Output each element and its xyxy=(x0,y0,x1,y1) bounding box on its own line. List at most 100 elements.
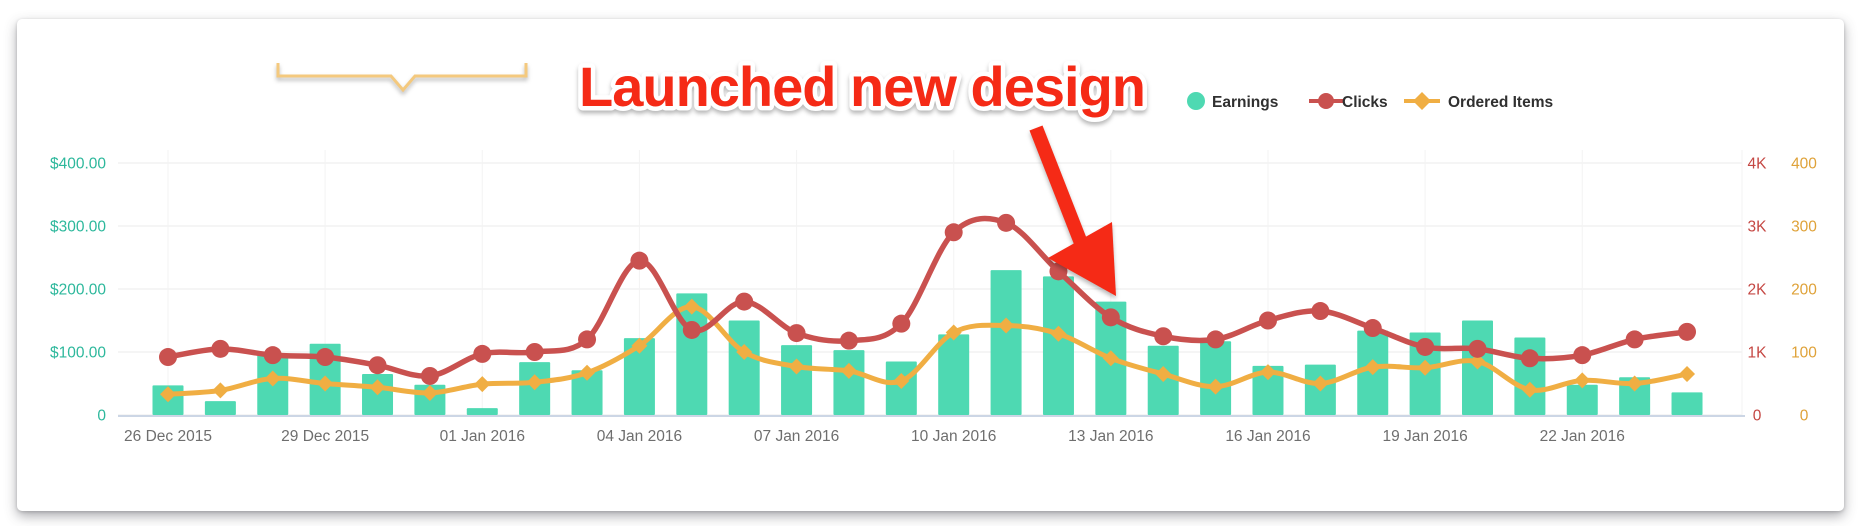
clicks-point[interactable] xyxy=(211,339,230,358)
legend-label-ordered-items: Ordered Items xyxy=(1448,94,1553,111)
ordered-items-point[interactable] xyxy=(264,370,281,387)
clicks-point[interactable] xyxy=(682,320,701,339)
earnings-bar[interactable] xyxy=(623,338,655,415)
clicks-point[interactable] xyxy=(420,366,439,385)
clicks-point[interactable] xyxy=(1101,308,1120,327)
left-axis-label: 0 xyxy=(97,408,106,425)
x-axis-label: 13 Jan 2016 xyxy=(1068,428,1153,445)
x-axis-label: 04 Jan 2016 xyxy=(597,428,682,445)
clicks-point[interactable] xyxy=(839,331,858,350)
earnings-bar[interactable] xyxy=(1200,341,1232,415)
clicks-point[interactable] xyxy=(1049,262,1068,281)
ordered-items-point[interactable] xyxy=(1050,325,1067,342)
legend-item-clicks[interactable]: Clicks xyxy=(1309,93,1388,111)
legend-label-earnings: Earnings xyxy=(1212,94,1278,111)
ordered-items-point[interactable] xyxy=(1312,375,1329,392)
ordered-items-point[interactable] xyxy=(160,386,176,403)
clicks-point[interactable] xyxy=(159,348,177,367)
ordered-items-point[interactable] xyxy=(421,384,438,401)
x-axis-label: 22 Jan 2016 xyxy=(1540,428,1625,445)
ordered-items-point[interactable] xyxy=(1102,350,1119,367)
clicks-point[interactable] xyxy=(1573,346,1592,365)
ordered-items-point[interactable] xyxy=(317,375,334,392)
ordered-items-point[interactable] xyxy=(1417,359,1434,376)
x-axis-label: 10 Jan 2016 xyxy=(911,428,996,445)
clicks-point[interactable] xyxy=(630,251,649,270)
clicks-point[interactable] xyxy=(578,330,597,349)
date-range-brace xyxy=(276,63,528,93)
gridlines xyxy=(118,150,1743,416)
earnings-bar[interactable] xyxy=(833,350,865,415)
clicks-point[interactable] xyxy=(787,324,806,343)
clicks-axis-label: 0 xyxy=(1753,408,1762,425)
ordered-items-point[interactable] xyxy=(945,324,962,341)
axis-tick-labels: $400.00 $300.00 $200.00 $100.00 0 4K 3K 2K 1K 0 40… xyxy=(50,156,1817,425)
clicks-point[interactable] xyxy=(473,344,492,363)
clicks-point[interactable] xyxy=(735,292,754,311)
ordered-items-point[interactable] xyxy=(1679,366,1696,383)
ordered-items-point[interactable] xyxy=(631,337,648,354)
ordered-items-swatch-icon xyxy=(1413,92,1431,110)
earnings-bar[interactable] xyxy=(571,370,603,415)
ordered-items-point[interactable] xyxy=(788,358,805,375)
earnings-bar[interactable] xyxy=(938,334,970,415)
x-axis-label: 29 Dec 2015 xyxy=(281,428,369,445)
ordered-items-point[interactable] xyxy=(474,376,491,393)
earnings-bar[interactable] xyxy=(466,408,498,415)
left-axis-label: $100.00 xyxy=(50,345,106,362)
ordered-items-point[interactable] xyxy=(1155,366,1172,383)
ordered-items-point[interactable] xyxy=(893,372,910,389)
clicks-point[interactable] xyxy=(892,314,911,333)
ordered-items-point[interactable] xyxy=(369,379,386,396)
earnings-bar[interactable] xyxy=(728,320,760,416)
clicks-point[interactable] xyxy=(1416,337,1435,356)
ordered-items-point[interactable] xyxy=(1521,381,1538,398)
clicks-point[interactable] xyxy=(1678,322,1697,341)
x-axis-label: 01 Jan 2016 xyxy=(440,428,525,445)
clicks-axis-label: 1K xyxy=(1748,345,1768,362)
ordered-items-point[interactable] xyxy=(998,317,1015,334)
earnings-bar[interactable] xyxy=(1252,365,1284,415)
legend-item-ordered-items[interactable]: Ordered Items xyxy=(1404,92,1553,111)
clicks-point[interactable] xyxy=(1154,327,1173,346)
clicks-point[interactable] xyxy=(1363,319,1382,338)
ordered-items-point[interactable] xyxy=(526,374,543,391)
ordered-items-point[interactable] xyxy=(1364,359,1381,376)
earnings-bar[interactable] xyxy=(1671,392,1703,415)
clicks-point[interactable] xyxy=(263,346,282,365)
earnings-bar[interactable] xyxy=(1514,337,1546,415)
ordered-items-point[interactable] xyxy=(212,382,229,399)
ordered-items-point[interactable] xyxy=(579,364,596,381)
clicks-point[interactable] xyxy=(1206,330,1225,349)
clicks-point[interactable] xyxy=(316,348,335,367)
clicks-path xyxy=(165,215,1690,379)
ordered-items-point[interactable] xyxy=(840,362,857,379)
earnings-bar[interactable] xyxy=(1619,377,1651,415)
earnings-bar[interactable] xyxy=(204,401,236,415)
ordered-items-point[interactable] xyxy=(1469,353,1486,370)
earnings-bar[interactable] xyxy=(990,270,1022,415)
ordered-items-point[interactable] xyxy=(1259,364,1276,381)
clicks-line xyxy=(159,213,1697,385)
earnings-bar[interactable] xyxy=(781,345,813,415)
legend-item-earnings[interactable]: Earnings xyxy=(1187,92,1278,111)
ordered-items-point[interactable] xyxy=(683,298,700,315)
clicks-point[interactable] xyxy=(1625,330,1644,349)
items-axis-label: 300 xyxy=(1791,219,1817,236)
x-axis-label: 19 Jan 2016 xyxy=(1382,428,1467,445)
clicks-point[interactable] xyxy=(1468,339,1487,358)
earnings-bar[interactable] xyxy=(1042,276,1074,415)
earnings-bar[interactable] xyxy=(1566,384,1598,415)
ordered-items-point[interactable] xyxy=(1574,372,1591,389)
clicks-point[interactable] xyxy=(525,343,544,361)
clicks-point[interactable] xyxy=(1520,349,1539,368)
clicks-point[interactable] xyxy=(1258,311,1277,330)
annotation-group: Launched new design xyxy=(276,51,1150,296)
clicks-point[interactable] xyxy=(368,356,387,375)
clicks-point[interactable] xyxy=(1311,302,1330,321)
ordered-items-point[interactable] xyxy=(1626,375,1643,392)
clicks-point[interactable] xyxy=(944,223,963,242)
clicks-point[interactable] xyxy=(997,213,1016,232)
ordered-items-point[interactable] xyxy=(736,344,753,360)
ordered-items-point[interactable] xyxy=(1207,378,1224,395)
